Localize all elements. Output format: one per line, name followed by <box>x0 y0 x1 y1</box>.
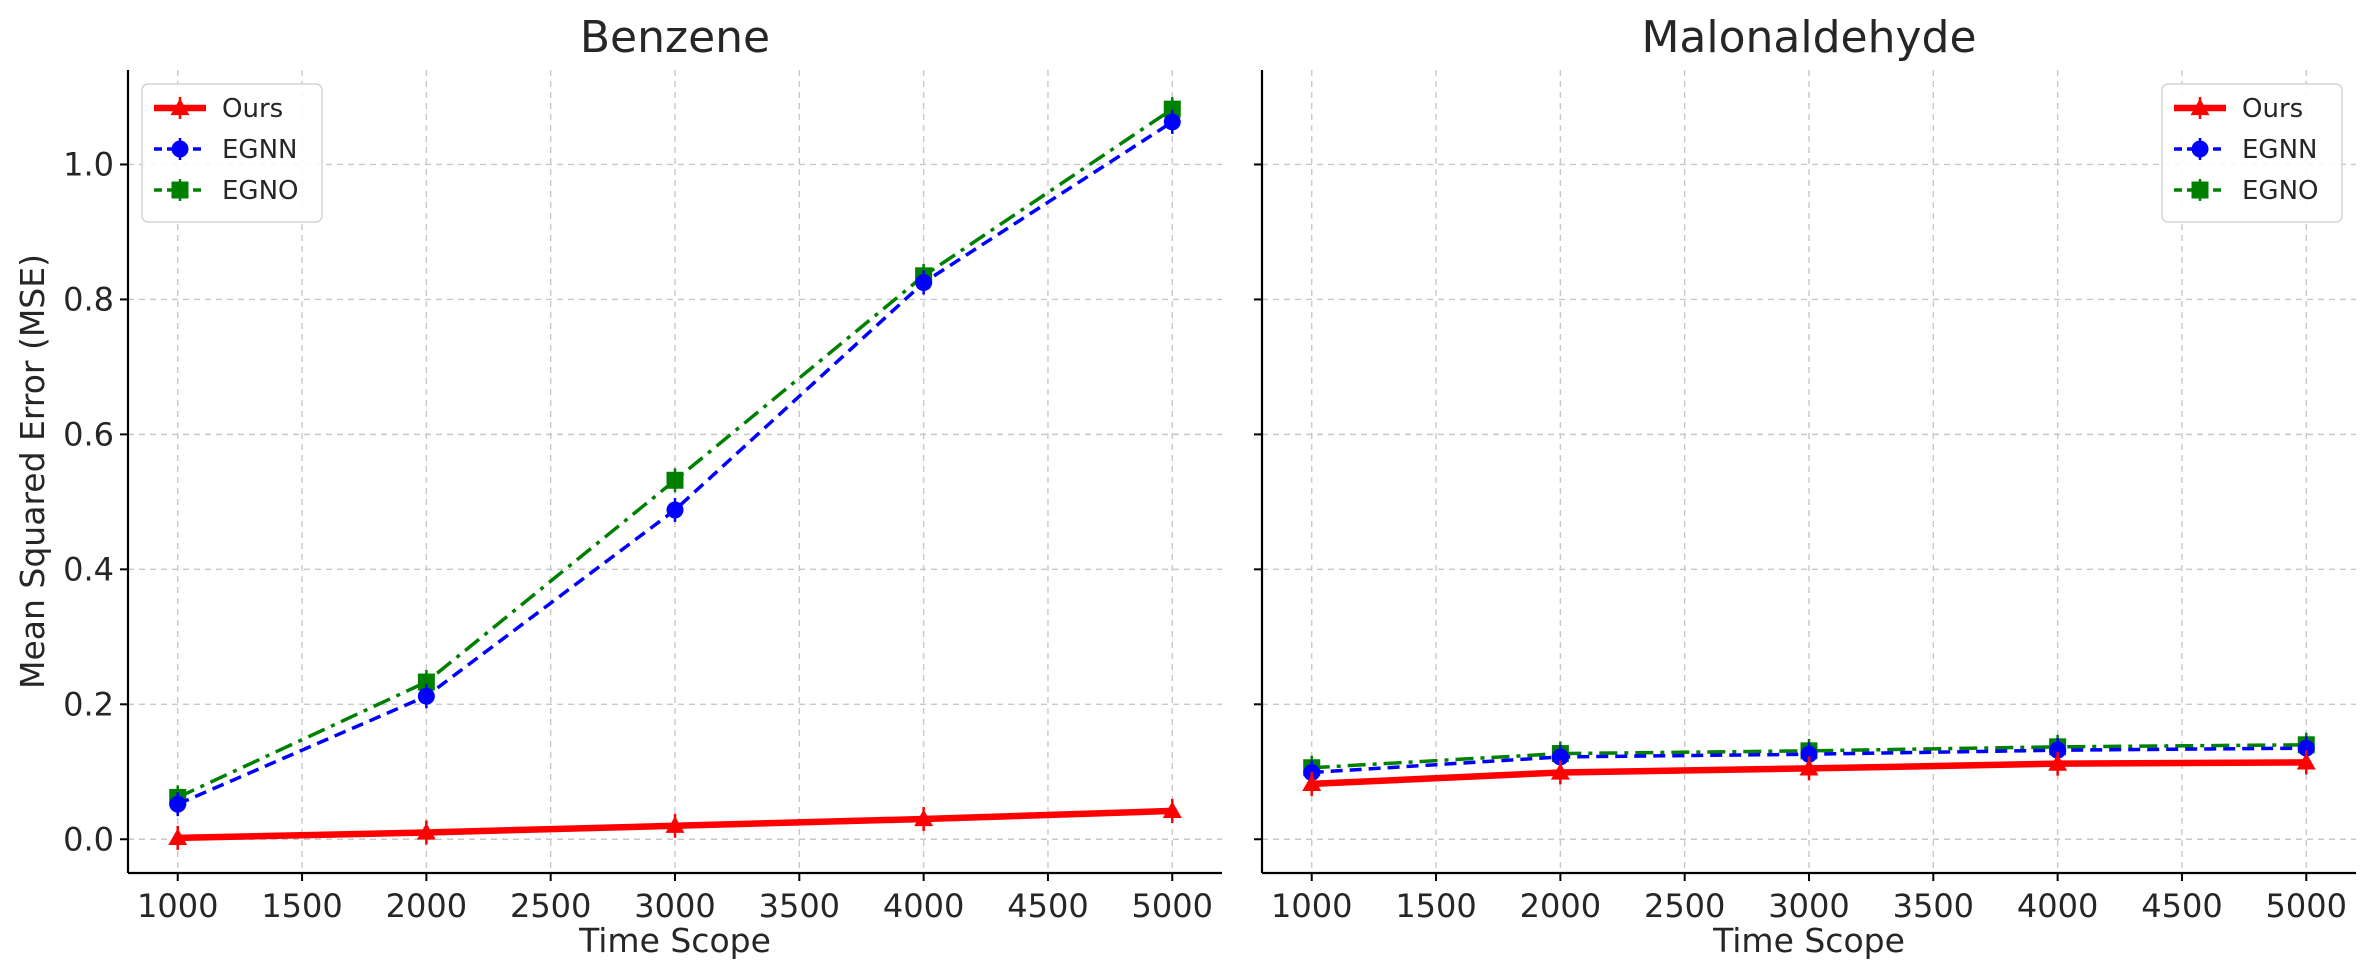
data-point-egnn <box>666 501 684 519</box>
data-point-ours <box>168 828 188 846</box>
data-point-ours <box>1550 762 1570 780</box>
x-tick-label: 3500 <box>1893 887 1974 925</box>
y-tick-label: 1.0 <box>63 145 114 183</box>
data-point-egnn <box>169 795 187 813</box>
legend: Ours EGNN EGNO <box>141 83 323 223</box>
data-point-egnn <box>1800 745 1818 763</box>
x-tick-label: 3500 <box>759 887 840 925</box>
data-point-egnn <box>1163 113 1181 131</box>
legend-marker-egnn <box>171 140 189 158</box>
legend-label: EGNN <box>2242 135 2317 165</box>
series-ours <box>168 798 1182 850</box>
y-axis-label: Mean Squared Error (MSE) <box>13 254 52 689</box>
data-point-egno <box>417 673 435 691</box>
x-tick-label: 3000 <box>634 887 715 925</box>
x-tick-label: 1000 <box>1271 887 1352 925</box>
data-point-egnn <box>915 274 933 292</box>
series-line-egno <box>1311 743 2307 770</box>
series-egnn <box>169 109 1181 817</box>
legend-label: EGNO <box>2242 176 2319 206</box>
y-tick-label: 0.2 <box>63 685 114 723</box>
x-axis-label: Time Scope <box>578 921 771 960</box>
data-point-egno <box>666 471 684 489</box>
data-point-ours <box>1302 774 1322 792</box>
x-tick-label: 2500 <box>510 887 591 925</box>
y-tick-label: 0.6 <box>63 415 114 453</box>
x-tick-label: 1500 <box>1395 887 1476 925</box>
data-point-egno <box>1163 100 1181 118</box>
legend-label: Ours <box>2242 94 2303 124</box>
chart-title: Benzene <box>580 12 770 63</box>
data-point-egnn <box>2297 739 2315 757</box>
legend-label: EGNO <box>222 176 299 206</box>
y-tick-label: 0.4 <box>63 550 114 588</box>
legend: Ours EGNN EGNO <box>2161 83 2343 223</box>
y-tick-label: 0.0 <box>63 820 114 858</box>
legend-marker-egnn <box>2191 140 2209 158</box>
chart-panel-2: 1000 1500 2000 2500 3000 3500 4000 4500 5000 Malo… <box>1254 12 2356 960</box>
x-tick-label: 4000 <box>2017 887 2098 925</box>
data-point-ours <box>914 809 934 827</box>
legend-label: Ours <box>222 94 283 124</box>
data-point-ours <box>665 816 685 833</box>
data-point-egnn <box>1551 748 1569 766</box>
chart-title: Malonaldehyde <box>1641 12 1976 63</box>
x-tick-label: 1500 <box>261 887 342 925</box>
legend-marker-ours <box>2190 98 2210 116</box>
data-point-egnn <box>2049 741 2067 759</box>
legend-label: EGNN <box>222 135 297 165</box>
x-tick-label: 3000 <box>1768 887 1849 925</box>
x-tick-label: 5000 <box>1132 887 1213 925</box>
data-point-ours <box>2048 754 2068 771</box>
x-tick-label: 5000 <box>2266 887 2347 925</box>
chart-panel-1: 1000 1500 2000 2500 3000 3500 4000 4500 5000 0.0 0… <box>13 12 1222 960</box>
y-tick-label: 0.8 <box>63 280 114 318</box>
x-tick-label: 4500 <box>2141 887 2222 925</box>
data-point-ours <box>1162 801 1182 819</box>
x-tick-label: 2000 <box>1520 887 1601 925</box>
series-ours <box>1302 750 2316 796</box>
x-tick-label: 1000 <box>137 887 218 925</box>
data-point-ours <box>1799 758 1819 776</box>
x-tick-label: 4500 <box>1007 887 1088 925</box>
data-point-ours <box>2296 752 2316 770</box>
data-point-ours <box>416 823 436 840</box>
data-point-egnn <box>417 687 435 705</box>
x-tick-label: 2500 <box>1644 887 1725 925</box>
x-tick-label: 2000 <box>386 887 467 925</box>
x-axis-label: Time Scope <box>1712 921 1905 960</box>
legend-marker-ours <box>170 98 190 116</box>
x-tick-label: 4000 <box>883 887 964 925</box>
legend-marker-egno <box>2191 181 2209 199</box>
series-line-egno <box>176 107 1174 800</box>
legend-marker-egno <box>171 181 189 199</box>
